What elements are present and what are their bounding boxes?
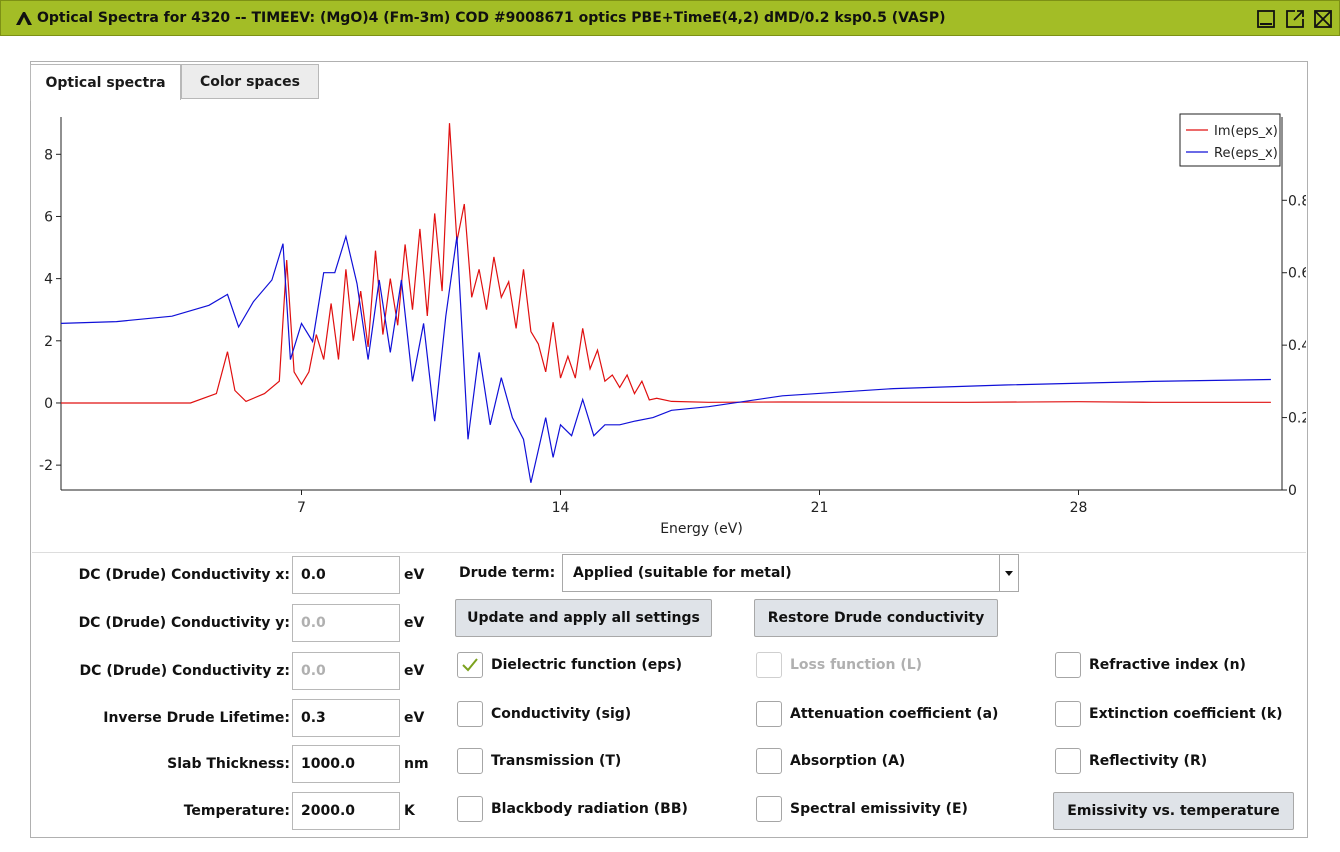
- chart-panel: 7 14 21 28 -2 0 2 4 6 8 0 0.2 0.4 0.6 0.8 Energy (eV) Im…: [32, 100, 1310, 553]
- checkbox[interactable]: [756, 796, 782, 822]
- checkbox-label: Absorption (A): [790, 753, 906, 769]
- x-tick-label: 14: [552, 500, 570, 516]
- setting-unit: nm: [404, 756, 429, 772]
- x-axis-label: Energy (eV): [660, 521, 743, 537]
- right-tick-label: 0.8: [1288, 193, 1306, 209]
- checkmark-icon: [462, 658, 478, 672]
- checkbox[interactable]: [457, 701, 483, 727]
- setting-input[interactable]: 0.3: [292, 699, 400, 737]
- x-tick-label: 28: [1070, 500, 1088, 516]
- setting-input[interactable]: 0.0: [292, 652, 400, 690]
- checkbox-label: Conductivity (sig): [491, 706, 632, 722]
- drude-term-select[interactable]: Applied (suitable for metal): [562, 554, 1019, 592]
- checkbox-label: Dielectric function (eps): [491, 657, 682, 673]
- setting-unit: eV: [404, 567, 425, 583]
- legend-entry: Im(eps_x): [1214, 124, 1278, 139]
- setting-label: Temperature:: [183, 803, 290, 819]
- checkbox-label: Loss function (L): [790, 657, 923, 673]
- checkbox-label: Spectral emissivity (E): [790, 801, 968, 817]
- checkbox-label: Transmission (T): [491, 753, 622, 769]
- setting-label: DC (Drude) Conductivity y:: [78, 615, 290, 631]
- drude-term-value: Applied (suitable for metal): [573, 565, 792, 581]
- checkbox[interactable]: [457, 796, 483, 822]
- setting-unit: eV: [404, 663, 425, 679]
- right-tick-label: 0: [1288, 483, 1297, 499]
- left-tick-label: 6: [44, 209, 53, 225]
- left-tick-label: 2: [44, 334, 53, 350]
- right-tick-label: 0.6: [1288, 266, 1306, 282]
- setting-unit: K: [404, 803, 415, 819]
- checkbox-label: Refractive index (n): [1089, 657, 1246, 673]
- checkbox[interactable]: [1055, 748, 1081, 774]
- left-tick-label: 8: [44, 147, 53, 163]
- setting-label: Slab Thickness:: [167, 756, 290, 772]
- checkbox[interactable]: [756, 748, 782, 774]
- optical-spectra-chart[interactable]: 7 14 21 28 -2 0 2 4 6 8 0 0.2 0.4 0.6 0.8 Energy (eV) Im…: [32, 100, 1310, 552]
- setting-unit: eV: [404, 615, 425, 631]
- title-bar: Optical Spectra for 4320 -- TIMEEV: (MgO…: [0, 0, 1340, 36]
- checkbox[interactable]: [1055, 652, 1081, 678]
- checkbox-label: Attenuation coefficient (a): [790, 706, 999, 722]
- left-tick-label: 4: [44, 272, 53, 288]
- legend-entry: Re(eps_x): [1214, 146, 1278, 161]
- checkbox[interactable]: [457, 652, 483, 678]
- setting-input[interactable]: 1000.0: [292, 745, 400, 783]
- left-tick-label: -2: [39, 458, 53, 474]
- series-line-0: [61, 123, 1271, 404]
- tab-color-spaces[interactable]: Color spaces: [181, 64, 319, 99]
- legend-box: [1179, 113, 1281, 167]
- chevron-down-icon: [1005, 571, 1013, 576]
- setting-input[interactable]: 0.0: [292, 604, 400, 642]
- right-tick-label: 0.4: [1288, 338, 1306, 354]
- close-icon[interactable]: [1313, 9, 1333, 29]
- checkbox[interactable]: [756, 701, 782, 727]
- dropdown-button[interactable]: [999, 555, 1018, 591]
- setting-unit: eV: [404, 710, 425, 726]
- x-tick-label: 7: [297, 500, 306, 516]
- checkbox-label: Extinction coefficient (k): [1089, 706, 1283, 722]
- series-line-1: [61, 234, 1271, 483]
- tab-optical-spectra[interactable]: Optical spectra: [30, 64, 181, 101]
- setting-label: DC (Drude) Conductivity x:: [78, 567, 290, 583]
- checkbox-label: Blackbody radiation (BB): [491, 801, 688, 817]
- setting-input[interactable]: 2000.0: [292, 792, 400, 830]
- emissivity-temperature-button[interactable]: Emissivity vs. temperature: [1053, 792, 1294, 830]
- checkbox[interactable]: [457, 748, 483, 774]
- minimize-icon[interactable]: [1256, 9, 1276, 29]
- checkbox[interactable]: [756, 652, 782, 678]
- restore-drude-button[interactable]: Restore Drude conductivity: [754, 599, 998, 637]
- checkbox-label: Reflectivity (R): [1089, 753, 1208, 769]
- setting-label: DC (Drude) Conductivity z:: [79, 663, 290, 679]
- left-tick-label: 0: [44, 396, 53, 412]
- setting-label: Inverse Drude Lifetime:: [103, 710, 290, 726]
- maximize-icon[interactable]: [1285, 9, 1305, 29]
- setting-input[interactable]: 0.0: [292, 556, 400, 594]
- update-apply-button[interactable]: Update and apply all settings: [455, 599, 712, 637]
- drude-term-label: Drude term:: [459, 565, 556, 581]
- right-tick-label: 0.2: [1288, 411, 1306, 427]
- checkbox[interactable]: [1055, 701, 1081, 727]
- x-tick-label: 21: [811, 500, 829, 516]
- window-title: Optical Spectra for 4320 -- TIMEEV: (MgO…: [37, 10, 946, 26]
- app-logo-icon: [16, 12, 32, 25]
